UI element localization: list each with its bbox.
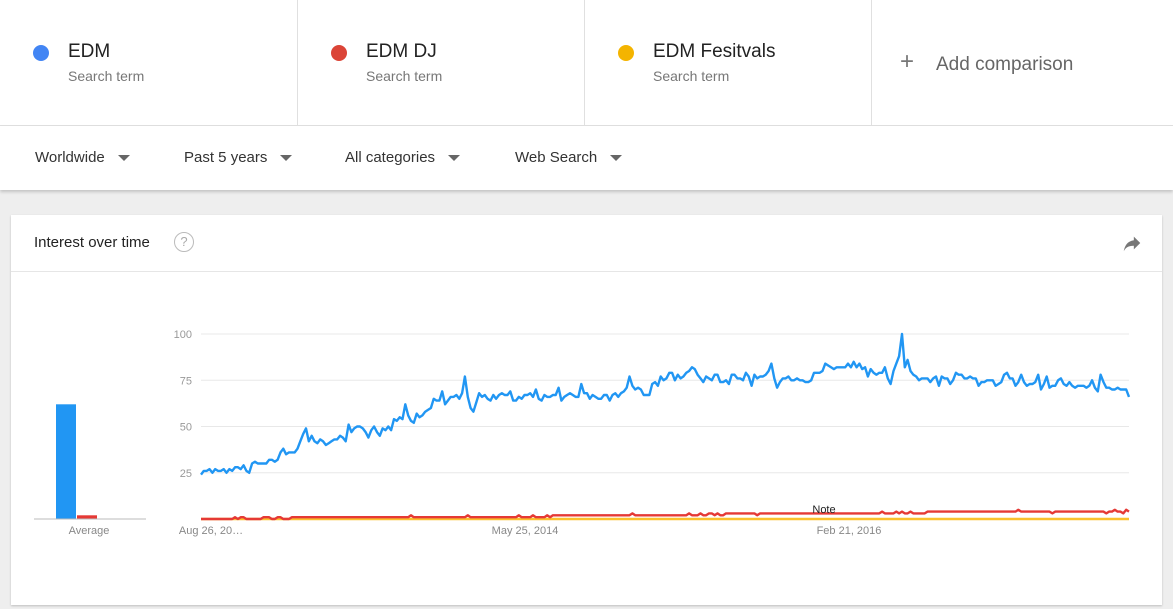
add-comparison-label: Add comparison	[936, 54, 1074, 75]
note-annotation[interactable]: Note	[812, 504, 835, 516]
series-line-1	[200, 332, 1131, 476]
x-tick-label: Feb 21, 2016	[817, 525, 882, 537]
search-term-name: EDM DJ	[366, 41, 437, 62]
dropdown-caret-icon	[280, 154, 293, 161]
card-header: Interest over time ?	[11, 215, 1162, 272]
filter-label: Web Search	[515, 149, 598, 166]
search-term-name: EDM	[68, 41, 111, 62]
card-title: Interest over time	[34, 234, 150, 251]
average-bar-2	[77, 515, 97, 519]
dropdown-caret-icon	[448, 154, 461, 161]
share-icon[interactable]	[1121, 232, 1143, 254]
category-filter-dropdown[interactable]: All categories	[345, 149, 461, 166]
search-type-filter-dropdown[interactable]: Web Search	[515, 149, 623, 166]
search-term-card-3[interactable]: EDM Fesitvals Search term	[585, 0, 872, 125]
chart-series-lines	[200, 332, 1131, 521]
y-tick-label: 50	[180, 422, 192, 434]
help-icon[interactable]: ?	[174, 232, 194, 252]
y-tick-label: 100	[174, 329, 192, 341]
filters-bar: Worldwide Past 5 years All categories We…	[0, 126, 1173, 190]
add-comparison-button[interactable]: + Add comparison	[872, 0, 1173, 125]
search-term-card-1[interactable]: EDM Search term	[0, 0, 298, 125]
y-tick-label: 25	[180, 468, 192, 480]
time-range-filter-dropdown[interactable]: Past 5 years	[184, 149, 293, 166]
dropdown-caret-icon	[610, 154, 623, 161]
term-color-dot	[618, 45, 634, 61]
chart-axis-labels: 25 50 75 100 Aug 26, 20… May 25, 2014 Feb 21, …	[174, 329, 882, 537]
term-color-dot	[331, 45, 347, 61]
search-term-subtitle: Search term	[366, 68, 443, 84]
average-bars: Average	[34, 404, 146, 537]
average-bar-1	[56, 404, 76, 519]
average-label: Average	[69, 525, 110, 537]
search-term-card-2[interactable]: EDM DJ Search term	[298, 0, 585, 125]
search-terms-bar: EDM Search term EDM DJ Search term EDM F…	[0, 0, 1173, 126]
y-tick-label: 75	[180, 375, 192, 387]
term-color-dot	[33, 45, 49, 61]
plus-icon: +	[900, 48, 915, 75]
filter-label: All categories	[345, 149, 436, 166]
filter-label: Past 5 years	[184, 149, 268, 166]
region-filter-dropdown[interactable]: Worldwide	[35, 149, 130, 166]
x-tick-label: May 25, 2014	[492, 525, 559, 537]
interest-chart: Average 25 50 75 100 Aug 26, 20… May 25, 2014…	[34, 329, 1131, 537]
filter-label: Worldwide	[35, 149, 105, 166]
search-term-subtitle: Search term	[653, 68, 730, 84]
chart-gridlines	[201, 333, 1129, 520]
interest-over-time-card: Interest over time ? Average 25 50 75 100 Au…	[11, 215, 1162, 605]
series-line-2	[201, 508, 1130, 521]
search-term-subtitle: Search term	[68, 68, 145, 84]
x-tick-label: Aug 26, 20…	[179, 525, 243, 537]
dropdown-caret-icon	[117, 154, 130, 161]
search-term-name: EDM Fesitvals	[653, 41, 776, 62]
